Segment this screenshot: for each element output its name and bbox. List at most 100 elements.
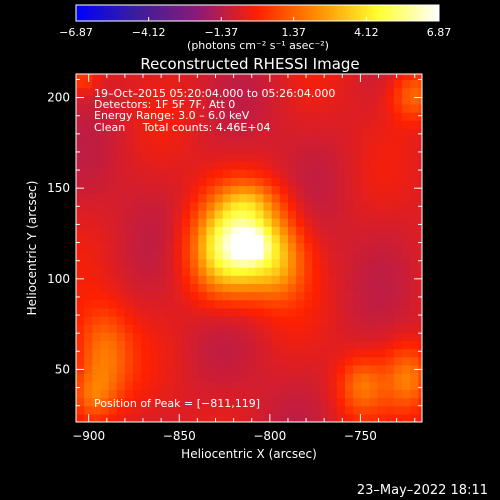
heatmap-pixel [296, 177, 305, 187]
heatmap-pixel [239, 332, 248, 342]
heatmap-pixel [76, 234, 85, 244]
heatmap-pixel [247, 381, 256, 390]
heatmap-pixel [345, 79, 354, 89]
heatmap-pixel [377, 283, 387, 293]
heatmap-pixel [206, 234, 216, 244]
heatmap-pixel [124, 201, 134, 211]
heatmap-pixel [255, 234, 265, 244]
heatmap-pixel [328, 152, 338, 162]
heatmap-pixel [92, 234, 102, 244]
heatmap-pixel [304, 209, 313, 219]
heatmap-pixel [124, 218, 134, 227]
heatmap-pixel [263, 340, 273, 350]
heatmap-pixel [287, 315, 297, 325]
heatmap-pixel [377, 112, 387, 121]
heatmap-pixel [377, 242, 387, 252]
heatmap-pixel [418, 299, 422, 309]
heatmap-pixel [369, 373, 379, 382]
heatmap-pixel [76, 315, 85, 325]
heatmap-pixel [239, 381, 248, 390]
heatmap-pixel [312, 389, 322, 399]
heatmap-pixel [84, 95, 93, 105]
heatmap-pixel [255, 356, 265, 366]
heatmap-pixel [271, 267, 281, 276]
heatmap-pixel [157, 87, 167, 97]
heatmap-pixel [239, 250, 248, 260]
heatmap-pixel [296, 169, 305, 178]
heatmap-pixel [239, 79, 248, 89]
heatmap-pixel [133, 356, 142, 366]
heatmap-pixel [393, 397, 403, 407]
heatmap-pixel [206, 373, 216, 382]
heatmap-pixel [255, 120, 265, 129]
heatmap-pixel [402, 74, 411, 81]
heatmap-pixel [320, 136, 330, 146]
heatmap-pixel [198, 161, 208, 170]
heatmap-pixel [198, 356, 208, 366]
heatmap-pixel [230, 397, 240, 407]
heatmap-pixel [271, 299, 281, 309]
heatmap-pixel [304, 226, 313, 236]
heatmap-pixel [133, 209, 142, 219]
heatmap-pixel [304, 218, 313, 227]
heatmap-pixel [198, 177, 208, 187]
heatmap-pixel [312, 242, 322, 252]
heatmap-pixel [230, 307, 240, 317]
heatmap-pixel [157, 95, 167, 105]
heatmap-pixel [100, 381, 110, 390]
heatmap-pixel [173, 340, 183, 350]
heatmap-pixel [279, 120, 289, 129]
heatmap-pixel [206, 348, 216, 358]
heatmap-pixel [255, 307, 265, 317]
heatmap-pixel [361, 120, 371, 129]
heatmap-pixel [173, 226, 183, 236]
heatmap-pixel [157, 324, 167, 333]
heatmap-pixel [320, 413, 330, 422]
heatmap-pixel [255, 218, 265, 227]
heatmap-pixel [141, 95, 150, 105]
heatmap-pixel [181, 315, 191, 325]
heatmap-pixel [116, 218, 126, 227]
heatmap-pixel [312, 169, 322, 178]
heatmap-pixel [377, 234, 387, 244]
heatmap-pixel [402, 169, 411, 178]
heatmap-pixel [410, 120, 419, 129]
heatmap-pixel [312, 128, 322, 138]
heatmap-pixel [336, 136, 346, 146]
heatmap-pixel [230, 381, 240, 390]
heatmap-pixel [312, 234, 322, 244]
heatmap-pixel [92, 364, 102, 374]
heatmap-pixel [402, 193, 411, 203]
heatmap-pixel [304, 299, 313, 309]
heatmap-pixel [133, 389, 142, 399]
heatmap-pixel [149, 79, 159, 89]
heatmap-pixel [287, 79, 297, 89]
heatmap-pixel [116, 324, 126, 333]
heatmap-pixel [336, 193, 346, 203]
heatmap-pixel [239, 169, 248, 178]
heatmap-pixel [165, 373, 175, 382]
heatmap-pixel [173, 291, 183, 301]
heatmap-pixel [345, 112, 354, 121]
heatmap-pixel [263, 144, 273, 154]
heatmap-pixel [255, 103, 265, 113]
heatmap-pixel [279, 291, 289, 301]
heatmap-pixel [361, 315, 371, 325]
heatmap-pixel [100, 201, 110, 211]
heatmap-pixel [190, 258, 199, 268]
heatmap-pixel [157, 405, 167, 415]
heatmap-pixel [84, 152, 93, 162]
heatmap-pixel [279, 112, 289, 121]
heatmap-pixel [206, 356, 216, 366]
heatmap-pixel [133, 112, 142, 121]
heatmap-pixel [190, 299, 199, 309]
heatmap-pixel [271, 381, 281, 390]
heatmap-pixel [328, 267, 338, 276]
heatmap-pixel [230, 185, 240, 195]
heatmap-pixel [328, 405, 338, 415]
heatmap-pixel [369, 291, 379, 301]
heatmap-pixel [247, 177, 256, 187]
heatmap-pixel [230, 218, 240, 227]
heatmap-pixel [116, 356, 126, 366]
heatmap-pixel [181, 413, 191, 422]
